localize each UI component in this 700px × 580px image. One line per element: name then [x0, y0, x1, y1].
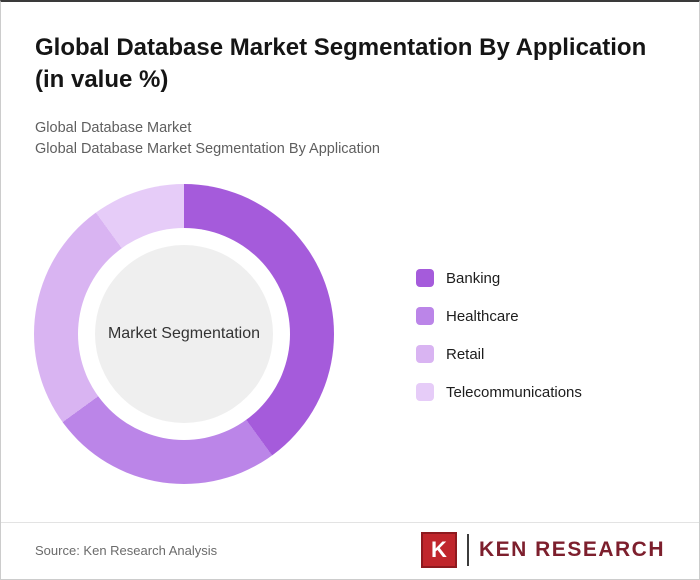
legend-swatch-telecommunications: [416, 383, 434, 401]
legend-item-retail: Retail: [416, 344, 582, 364]
donut-center-label: Market Segmentation: [107, 325, 261, 342]
subtitle-line-1: Global Database Market: [35, 120, 192, 136]
donut-hole-inner: Market Segmentation: [95, 245, 273, 423]
legend-swatch-banking: [416, 269, 434, 287]
ken-research-logo-text: KEN RESEARCH: [478, 538, 665, 561]
legend-label-banking: Banking: [446, 269, 501, 287]
legend-swatch-healthcare: [416, 307, 434, 325]
legend-label-telecommunications: Telecommunications: [446, 383, 582, 401]
legend-item-banking: Banking: [416, 268, 582, 288]
source-text: Source: Ken Research Analysis: [35, 543, 218, 558]
legend-swatch-retail: [416, 345, 434, 363]
legend-label-retail: Retail: [446, 345, 485, 363]
logo-divider: [466, 534, 469, 566]
subtitle-line-2: Global Database Market Segmentation By A…: [35, 141, 380, 157]
legend-item-telecommunications: Telecommunications: [416, 382, 582, 402]
ken-research-logo-icon: K: [420, 532, 457, 568]
chart-legend: Banking Healthcare Retail Telecommunicat…: [416, 268, 582, 420]
page-title: Global Database Market Segmentation By A…: [35, 34, 647, 94]
donut-chart: Market Segmentation: [34, 184, 334, 484]
legend-label-healthcare: Healthcare: [446, 307, 519, 325]
footer-divider: [1, 522, 699, 523]
subtitle-block: Global Database Market Global Database M…: [35, 118, 380, 160]
ken-research-logo: K KEN RESEARCH: [420, 532, 665, 568]
legend-item-healthcare: Healthcare: [416, 306, 582, 326]
